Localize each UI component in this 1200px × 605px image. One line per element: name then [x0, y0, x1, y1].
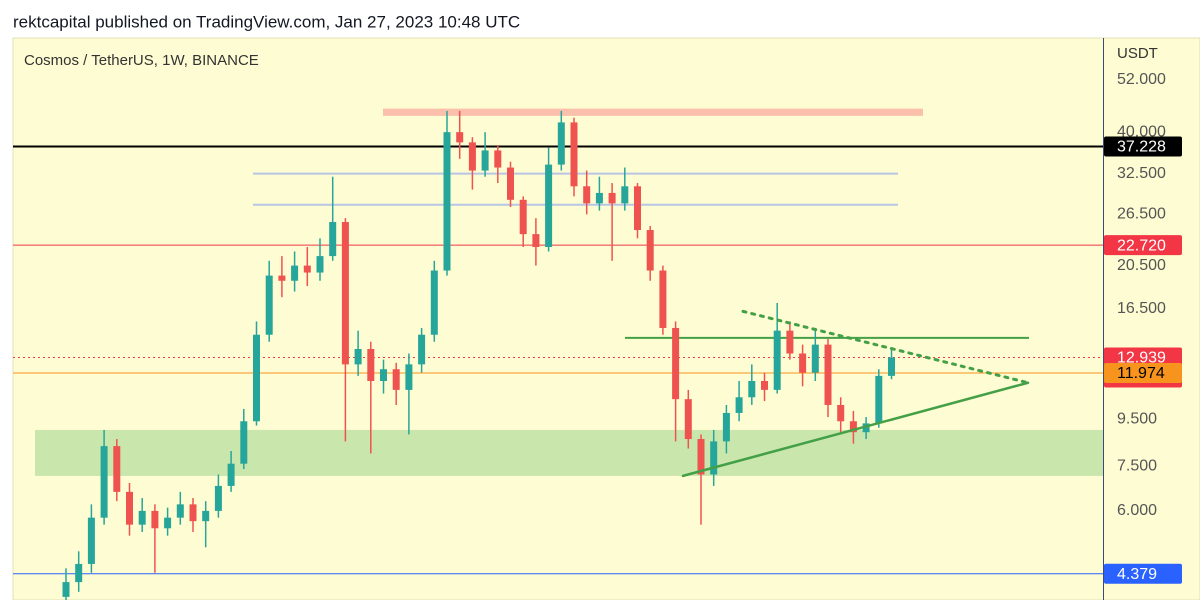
candle-body: [456, 132, 464, 143]
candle-body: [62, 582, 70, 597]
candle-body: [430, 270, 438, 335]
price-label-box: [1104, 136, 1182, 157]
candle-body: [735, 397, 743, 413]
candle-body: [583, 186, 591, 204]
candle-body: [710, 441, 718, 475]
candle-body: [761, 381, 768, 390]
price-label: 11.974: [1117, 365, 1165, 382]
candle-body: [849, 421, 857, 433]
candle-body: [367, 349, 375, 382]
candle-body: [545, 164, 553, 248]
candle-body: [468, 142, 476, 171]
candle-body: [722, 412, 730, 442]
candle-body: [75, 563, 83, 583]
zone: [383, 108, 923, 116]
y-unit: USDT: [1117, 45, 1158, 62]
candle-body: [824, 344, 832, 405]
candle-body: [507, 167, 514, 200]
candle-body: [748, 381, 756, 398]
candle-body: [697, 439, 705, 475]
candle-body: [189, 504, 197, 522]
chart-title: Cosmos / TetherUS, 1W, BINANCE: [24, 52, 259, 69]
candle-body: [519, 199, 527, 235]
candle-body: [608, 192, 616, 204]
trendline: [741, 309, 1030, 385]
candle-body: [418, 334, 426, 365]
candle-body: [227, 463, 235, 486]
candle-body: [164, 517, 172, 529]
candle-body: [875, 375, 883, 424]
candle-body: [151, 510, 159, 529]
candle-body: [811, 344, 819, 373]
header: rektcapital published on TradingView.com…: [13, 12, 520, 31]
candle-body: [392, 369, 400, 390]
candle-body: [303, 265, 311, 273]
price-label-box: [1104, 235, 1182, 256]
plot: [13, 108, 1103, 600]
candle-body: [659, 270, 667, 328]
candle-body: [672, 327, 680, 400]
candle-body: [570, 122, 578, 187]
candle-body: [253, 334, 260, 422]
candle-body: [646, 230, 654, 271]
candle-body: [888, 357, 895, 376]
price-label-box: [1104, 362, 1182, 383]
price-label: 37.228: [1117, 139, 1166, 156]
candle-body: [278, 275, 286, 281]
candle-body: [443, 132, 451, 271]
candle-body: [557, 122, 565, 165]
y-tick-label: 7.500: [1117, 458, 1157, 475]
candle-body: [684, 399, 692, 440]
candle-body: [494, 150, 502, 168]
candle-body: [87, 517, 95, 564]
candle-body: [240, 421, 248, 464]
candle-body: [405, 364, 413, 390]
candle-body: [329, 222, 337, 257]
candle-body: [100, 446, 108, 518]
price-label: 12.939: [1117, 350, 1166, 367]
candle-body: [799, 353, 807, 373]
chart-area: [12, 37, 1200, 601]
candle-body: [862, 423, 870, 433]
price-label: 4.379: [1117, 566, 1157, 583]
y-tick-label: 16.500: [1117, 300, 1166, 317]
candle-body: [202, 510, 210, 522]
candle-body: [354, 349, 362, 365]
candle-body: [481, 150, 489, 171]
y-tick-label: 9.500: [1117, 410, 1157, 427]
candle-body: [265, 275, 273, 335]
price-label: 22.720: [1117, 237, 1166, 254]
candle-body: [634, 186, 641, 231]
candle-body: [113, 446, 121, 492]
candle-body: [532, 234, 540, 248]
candle-body: [176, 504, 184, 518]
zone: [35, 429, 1103, 476]
y-tick-label: 6.000: [1117, 502, 1157, 519]
y-tick-label: 52.000: [1117, 71, 1166, 88]
candle-body: [621, 186, 629, 204]
price-label-box: [1104, 563, 1182, 584]
candle-body: [316, 256, 324, 273]
candle-body: [595, 192, 603, 204]
candle-body: [126, 491, 133, 525]
candle-body: [214, 485, 222, 511]
candle-body: [837, 404, 845, 422]
candle-body: [786, 330, 794, 354]
y-tick-label: 26.500: [1117, 206, 1166, 223]
y-tick-label: 20.500: [1117, 257, 1166, 274]
candle-body: [138, 510, 146, 525]
candle-body: [291, 265, 299, 281]
candle-body: [341, 222, 349, 365]
y-tick-label: 32.500: [1117, 165, 1166, 182]
trendline: [681, 381, 1030, 478]
y-tick-label: 40.000: [1117, 123, 1166, 140]
candle-body: [773, 330, 781, 390]
candle-body: [380, 369, 387, 382]
